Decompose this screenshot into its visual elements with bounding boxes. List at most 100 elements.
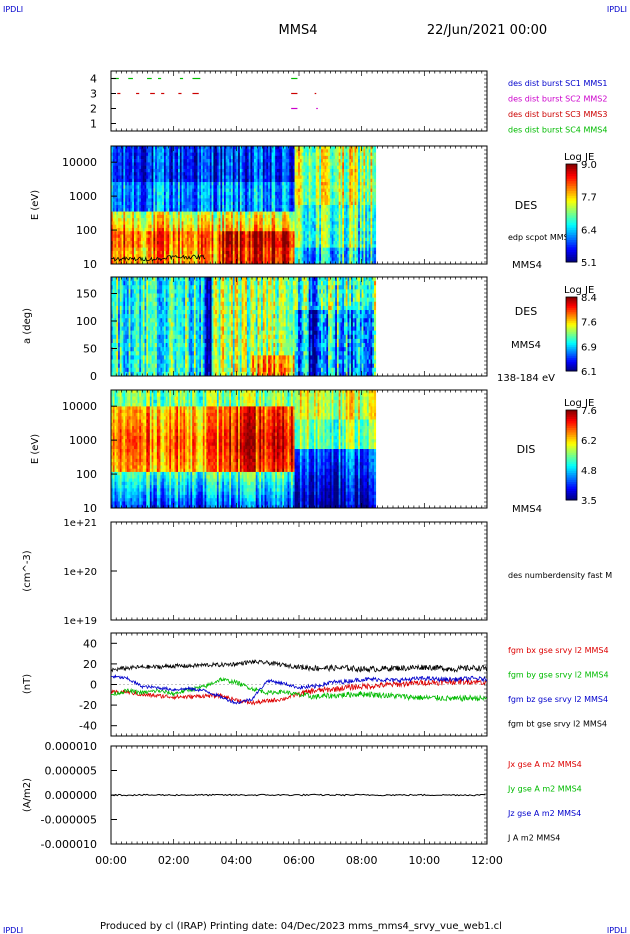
heat-cell — [324, 182, 327, 186]
heat-cell — [176, 231, 179, 235]
heat-cell — [236, 244, 239, 248]
heat-cell — [298, 182, 301, 186]
heat-cell — [209, 205, 212, 209]
heat-cell — [312, 159, 315, 163]
heat-cell — [121, 208, 124, 212]
heat-cell — [264, 254, 267, 258]
heat-cell — [172, 178, 175, 183]
heat-cell — [169, 257, 172, 262]
heat-cell — [111, 224, 114, 229]
heat-cell — [345, 208, 348, 212]
heat-cell — [294, 146, 297, 150]
heat-cell — [171, 152, 174, 157]
heat-cell — [130, 178, 133, 183]
heat-cell — [296, 244, 299, 248]
heat-cell — [252, 188, 255, 193]
heat-cell — [178, 211, 181, 216]
heat-cell — [252, 175, 255, 180]
heat-cell — [248, 201, 251, 206]
heat-cell — [211, 218, 214, 222]
heat-cell — [126, 244, 129, 248]
heat-cell — [239, 149, 242, 153]
heat-cell — [190, 155, 193, 160]
heat-cell — [167, 172, 170, 176]
heat-cell — [271, 214, 274, 219]
heat-cell — [116, 172, 119, 176]
heat-cell — [179, 201, 182, 206]
heat-cell — [188, 250, 191, 255]
heat-cell — [273, 188, 276, 193]
heat-cell — [328, 221, 331, 225]
heat-cell — [319, 250, 322, 255]
heat-cell — [118, 201, 121, 206]
heat-cell — [326, 198, 329, 203]
heat-cell — [178, 195, 181, 199]
heat-cell — [317, 208, 320, 212]
heat-cell — [310, 191, 313, 196]
heat-cell — [132, 175, 135, 180]
heat-cell — [275, 234, 278, 239]
heat-cell — [185, 149, 188, 153]
heat-cell — [331, 165, 334, 170]
heat-cell — [227, 257, 230, 262]
heat-cell — [305, 155, 308, 160]
heat-cell — [347, 214, 350, 219]
heat-cell — [156, 227, 159, 232]
heat-cell — [231, 218, 234, 222]
heat-cell — [130, 205, 133, 209]
heat-cell — [163, 237, 167, 242]
heat-cell — [183, 237, 186, 242]
heat-cell — [289, 149, 292, 153]
heat-cell — [287, 149, 290, 153]
heat-cell — [206, 247, 209, 252]
heat-cell — [178, 165, 181, 170]
heat-cell — [306, 247, 309, 252]
heat-cell — [291, 149, 294, 153]
heat-cell — [126, 234, 129, 239]
heat-cell — [202, 214, 205, 219]
heat-cell — [190, 172, 193, 176]
heat-cell — [276, 195, 279, 199]
heat-cell — [169, 247, 172, 252]
heat-cell — [283, 185, 287, 189]
heat-cell — [225, 155, 228, 160]
heat-cell — [215, 208, 218, 212]
heat-cell — [296, 165, 299, 170]
heat-cell — [305, 159, 308, 163]
heat-cell — [185, 198, 188, 203]
heat-cell — [241, 168, 244, 173]
heat-cell — [292, 198, 295, 203]
heat-cell — [165, 159, 168, 163]
heat-cell — [172, 175, 175, 180]
heat-cell — [298, 241, 301, 245]
heat-cell — [306, 172, 309, 176]
heat-cell — [352, 227, 355, 232]
heat-cell — [116, 149, 119, 153]
heat-cell — [275, 175, 278, 180]
heat-cell — [211, 178, 214, 183]
heat-cell — [331, 185, 334, 189]
heat-cell — [158, 172, 161, 176]
heat-cell — [347, 159, 350, 163]
heat-cell — [137, 211, 140, 216]
heat-cell — [264, 175, 267, 180]
heat-cell — [275, 211, 278, 216]
heat-cell — [259, 188, 262, 193]
heat-cell — [215, 205, 218, 209]
heat-cell — [313, 155, 317, 160]
heat-cell — [116, 185, 119, 189]
heat-cell — [289, 218, 292, 222]
heat-cell — [227, 188, 230, 193]
heat-cell — [218, 224, 221, 229]
heat-cell — [349, 185, 352, 189]
heat-cell — [160, 227, 163, 232]
heat-cell — [305, 198, 308, 203]
heat-cell — [322, 234, 325, 239]
heat-cell — [280, 257, 283, 262]
burst-ytick-label: 3 — [90, 88, 97, 101]
heat-cell — [132, 146, 135, 150]
heat-cell — [162, 214, 165, 219]
heat-cell — [153, 224, 156, 229]
heat-cell — [269, 211, 272, 216]
heat-cell — [215, 234, 218, 239]
